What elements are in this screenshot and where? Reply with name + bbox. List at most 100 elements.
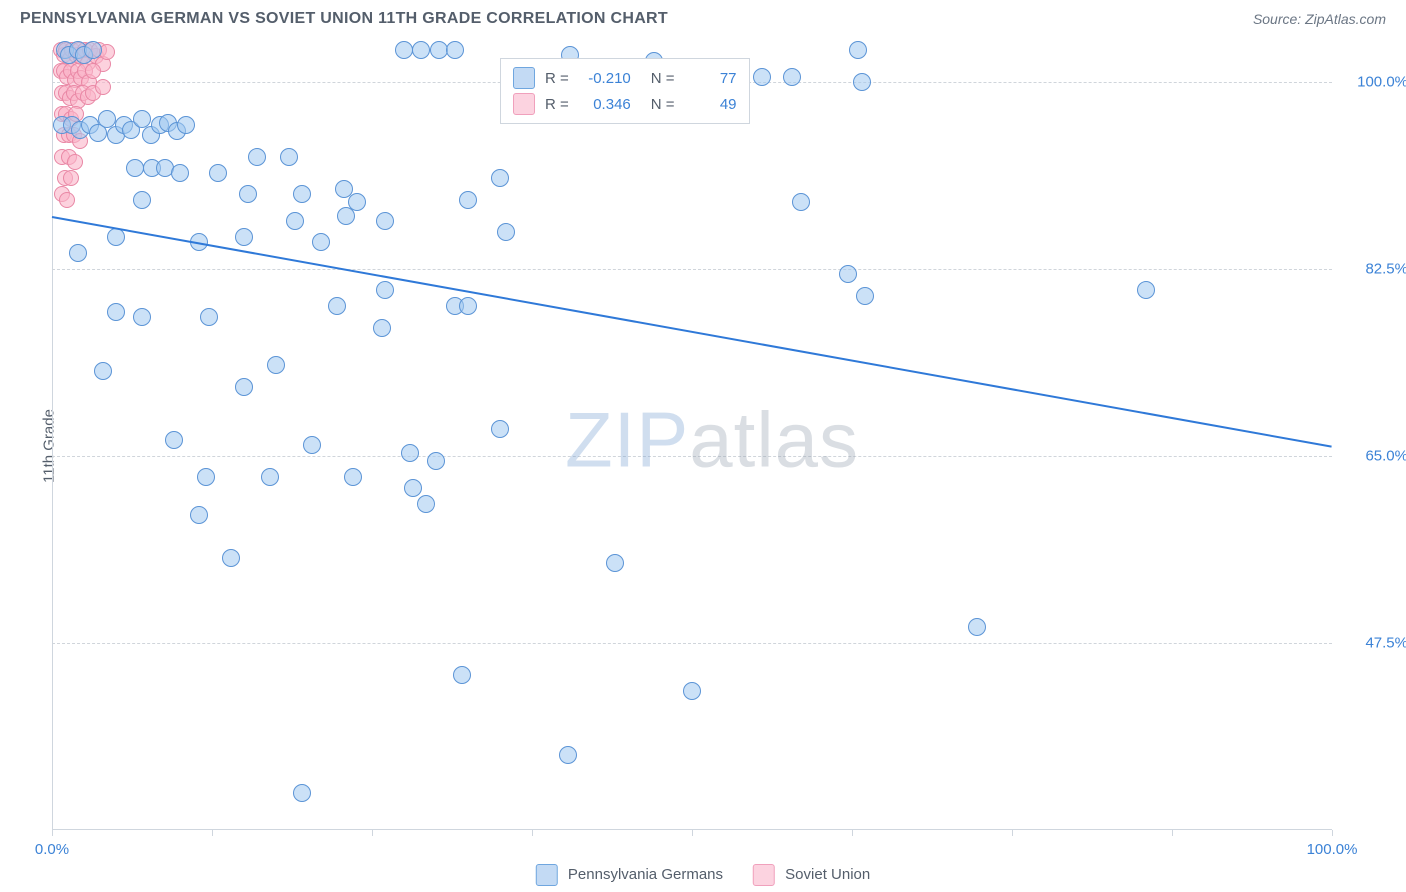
scatter-point-blue bbox=[328, 297, 346, 315]
scatter-point-blue bbox=[453, 666, 471, 684]
scatter-point-blue bbox=[133, 191, 151, 209]
legend-swatch bbox=[513, 67, 535, 89]
trend-line bbox=[52, 216, 1332, 448]
scatter-point-blue bbox=[783, 68, 801, 86]
scatter-point-blue bbox=[261, 468, 279, 486]
y-tick-label: 82.5% bbox=[1365, 261, 1406, 278]
x-tick-mark bbox=[1012, 830, 1013, 836]
scatter-point-blue bbox=[286, 212, 304, 230]
x-tick-label: 0.0% bbox=[35, 841, 69, 858]
scatter-point-pink bbox=[95, 79, 111, 95]
scatter-point-blue bbox=[376, 212, 394, 230]
legend-label-blue: Pennsylvania Germans bbox=[568, 866, 723, 883]
legend-label-pink: Soviet Union bbox=[785, 866, 870, 883]
scatter-point-blue bbox=[280, 148, 298, 166]
scatter-point-blue bbox=[459, 297, 477, 315]
scatter-point-blue bbox=[395, 41, 413, 59]
r-label: R = bbox=[545, 70, 569, 87]
scatter-point-blue bbox=[312, 233, 330, 251]
y-tick-label: 65.0% bbox=[1365, 448, 1406, 465]
x-tick-label: 100.0% bbox=[1307, 841, 1358, 858]
scatter-point-blue bbox=[126, 159, 144, 177]
scatter-point-blue bbox=[337, 207, 355, 225]
scatter-point-blue bbox=[373, 319, 391, 337]
scatter-point-blue bbox=[849, 41, 867, 59]
scatter-point-blue bbox=[559, 746, 577, 764]
x-tick-mark bbox=[532, 830, 533, 836]
scatter-point-blue bbox=[293, 784, 311, 802]
scatter-point-blue bbox=[417, 495, 435, 513]
y-axis-line bbox=[52, 50, 53, 830]
scatter-point-blue bbox=[446, 41, 464, 59]
scatter-point-blue bbox=[856, 287, 874, 305]
gridline bbox=[52, 643, 1332, 644]
legend-item-pink: Soviet Union bbox=[753, 864, 870, 886]
scatter-point-blue bbox=[401, 444, 419, 462]
n-value: 77 bbox=[685, 70, 737, 87]
x-tick-mark bbox=[1332, 830, 1333, 836]
scatter-point-blue bbox=[248, 148, 266, 166]
r-label: R = bbox=[545, 96, 569, 113]
scatter-point-pink bbox=[85, 63, 101, 79]
watermark: ZIPatlas bbox=[565, 395, 859, 486]
legend-item-blue: Pennsylvania Germans bbox=[536, 864, 723, 886]
scatter-point-blue bbox=[190, 506, 208, 524]
legend-row: R =0.346N =49 bbox=[513, 91, 737, 117]
scatter-point-blue bbox=[853, 73, 871, 91]
scatter-point-blue bbox=[200, 308, 218, 326]
scatter-point-blue bbox=[404, 479, 422, 497]
scatter-point-blue bbox=[239, 185, 257, 203]
scatter-point-blue bbox=[94, 362, 112, 380]
scatter-point-blue bbox=[606, 554, 624, 572]
n-value: 49 bbox=[685, 96, 737, 113]
x-tick-mark bbox=[372, 830, 373, 836]
legend-swatch-pink bbox=[753, 864, 775, 886]
scatter-point-blue bbox=[84, 41, 102, 59]
scatter-point-blue bbox=[839, 265, 857, 283]
r-value: -0.210 bbox=[579, 70, 631, 87]
x-tick-mark bbox=[1172, 830, 1173, 836]
y-tick-label: 47.5% bbox=[1365, 635, 1406, 652]
scatter-point-blue bbox=[344, 468, 362, 486]
scatter-point-blue bbox=[267, 356, 285, 374]
chart-source: Source: ZipAtlas.com bbox=[1253, 11, 1386, 27]
scatter-point-blue bbox=[235, 378, 253, 396]
scatter-point-blue bbox=[491, 169, 509, 187]
gridline bbox=[52, 269, 1332, 270]
scatter-point-blue bbox=[69, 244, 87, 262]
n-label: N = bbox=[651, 70, 675, 87]
scatter-point-blue bbox=[497, 223, 515, 241]
scatter-point-blue bbox=[171, 164, 189, 182]
scatter-point-blue bbox=[376, 281, 394, 299]
scatter-point-blue bbox=[197, 468, 215, 486]
x-tick-mark bbox=[852, 830, 853, 836]
legend-swatch-blue bbox=[536, 864, 558, 886]
scatter-point-blue bbox=[177, 116, 195, 134]
scatter-point-blue bbox=[491, 420, 509, 438]
y-tick-label: 100.0% bbox=[1357, 74, 1406, 91]
bottom-legend: Pennsylvania Germans Soviet Union bbox=[536, 864, 870, 886]
legend-row: R = -0.210 N = 77 bbox=[513, 65, 737, 91]
scatter-point-blue bbox=[683, 682, 701, 700]
scatter-point-blue bbox=[222, 549, 240, 567]
scatter-point-blue bbox=[412, 41, 430, 59]
x-tick-mark bbox=[212, 830, 213, 836]
n-label: N = bbox=[651, 96, 675, 113]
scatter-point-blue bbox=[303, 436, 321, 454]
scatter-point-blue bbox=[209, 164, 227, 182]
gridline bbox=[52, 456, 1332, 457]
scatter-point-pink bbox=[67, 154, 83, 170]
scatter-point-blue bbox=[293, 185, 311, 203]
scatter-point-blue bbox=[133, 308, 151, 326]
correlation-legend: R =-0.210N =77R =0.346N =49 bbox=[500, 58, 750, 124]
scatter-point-blue bbox=[427, 452, 445, 470]
scatter-point-blue bbox=[1137, 281, 1155, 299]
scatter-point-blue bbox=[430, 41, 448, 59]
chart-title: PENNSYLVANIA GERMAN VS SOVIET UNION 11TH… bbox=[20, 10, 668, 28]
scatter-point-blue bbox=[165, 431, 183, 449]
scatter-point-blue bbox=[107, 303, 125, 321]
scatter-point-pink bbox=[59, 192, 75, 208]
scatter-point-blue bbox=[753, 68, 771, 86]
legend-swatch bbox=[513, 93, 535, 115]
x-tick-mark bbox=[692, 830, 693, 836]
